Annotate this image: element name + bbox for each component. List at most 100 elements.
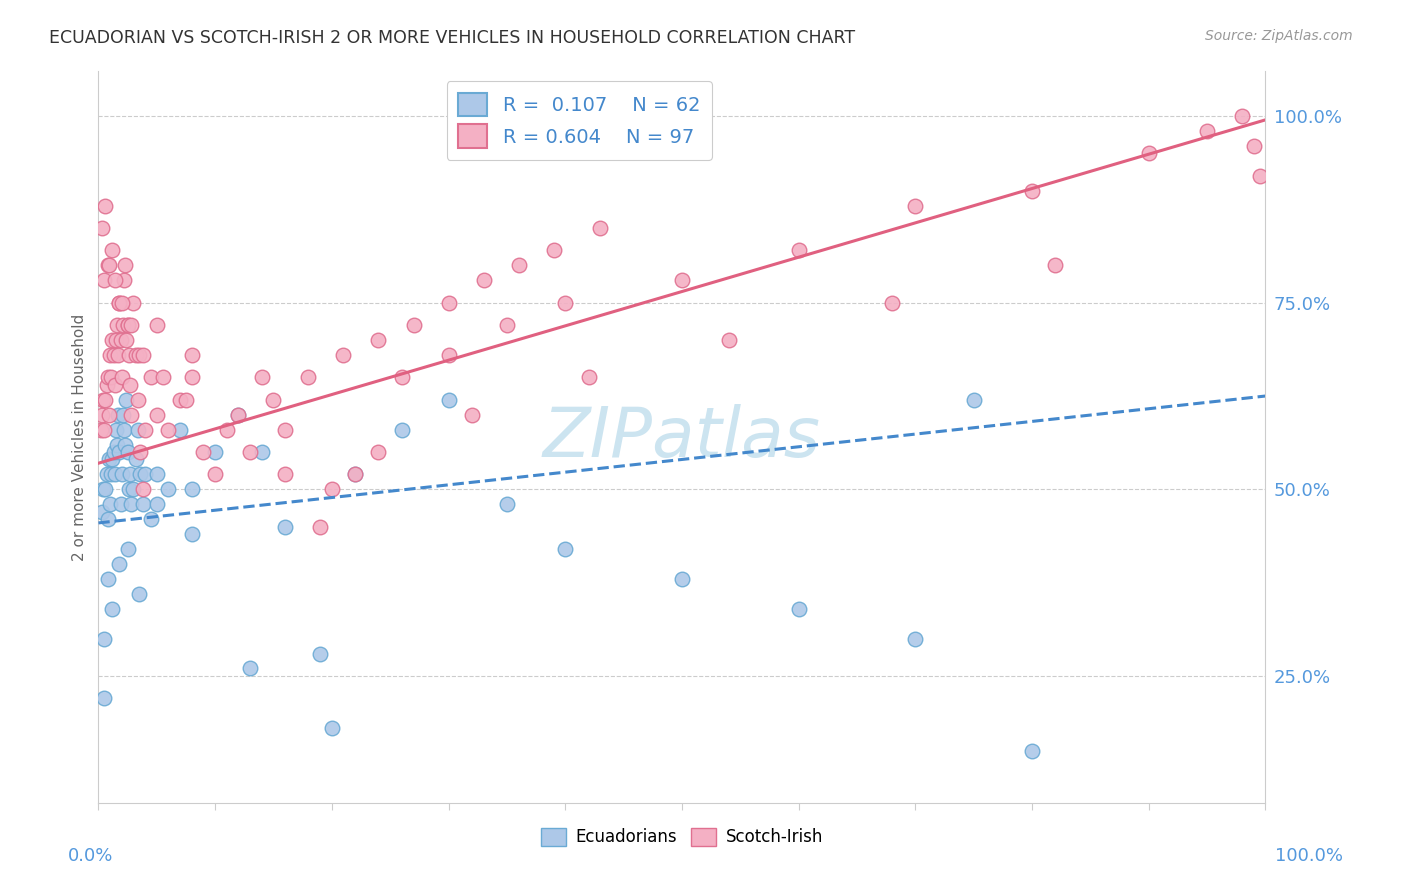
Point [111,318,134,332]
Point [262,392,284,407]
Point [101,333,124,347]
Point [104,377,127,392]
Point [472,273,495,287]
Point [1021,184,1043,198]
Point [297,370,319,384]
Point [93,691,115,706]
Point [111,295,134,310]
Point [496,497,519,511]
Point [787,601,810,615]
Point [402,318,425,332]
Point [309,519,332,533]
Point [97,512,120,526]
Point [169,423,191,437]
Point [128,587,150,601]
Point [90,408,112,422]
Point [437,348,460,362]
Point [111,408,134,422]
Point [193,445,215,459]
Point [104,333,127,347]
Point [97,259,120,273]
Point [91,483,114,497]
Point [117,445,139,459]
Point [97,259,120,273]
Point [108,295,131,310]
Point [118,377,141,392]
Text: ECUADORIAN VS SCOTCH-IRISH 2 OR MORE VEHICLES IN HOUSEHOLD CORRELATION CHART: ECUADORIAN VS SCOTCH-IRISH 2 OR MORE VEH… [49,29,855,46]
Point [274,519,297,533]
Point [1195,124,1218,138]
Point [157,423,180,437]
Point [108,445,131,459]
Point [1045,259,1067,273]
Point [108,295,131,310]
Point [90,505,112,519]
Point [508,259,530,273]
Point [104,273,127,287]
Point [110,497,132,511]
Point [98,497,121,511]
Point [120,318,142,332]
Point [129,467,152,482]
Point [104,467,127,482]
Point [98,348,121,362]
Point [132,483,155,497]
Point [274,467,297,482]
Point [94,199,117,213]
Point [250,445,273,459]
Point [1243,139,1265,153]
Point [461,408,484,422]
Point [228,408,250,422]
Point [880,295,903,310]
Point [96,467,118,482]
Point [115,333,138,347]
Point [787,244,810,258]
Point [128,348,150,362]
Point [204,445,226,459]
Point [180,527,202,541]
Point [1230,109,1253,123]
Text: Source: ZipAtlas.com: Source: ZipAtlas.com [1205,29,1353,43]
Point [90,221,112,235]
Point [114,437,136,451]
Point [101,244,124,258]
Point [97,572,120,586]
Point [104,423,127,437]
Point [204,467,226,482]
Point [120,497,142,511]
Point [117,318,139,332]
Point [215,423,238,437]
Point [146,497,169,511]
Point [96,377,118,392]
Point [391,423,413,437]
Point [309,647,332,661]
Point [321,483,343,497]
Point [146,467,169,482]
Point [108,557,131,571]
Point [1249,169,1271,183]
Point [103,348,125,362]
Point [110,333,132,347]
Point [174,392,197,407]
Point [120,408,142,422]
Point [228,408,250,422]
Point [93,632,115,646]
Point [589,221,612,235]
Point [391,370,413,384]
Point [180,483,202,497]
Point [97,370,120,384]
Point [332,348,354,362]
Point [1137,146,1160,161]
Point [118,467,141,482]
Point [118,348,141,362]
Point [93,423,115,437]
Point [115,392,138,407]
Point [239,445,262,459]
Point [1021,743,1043,757]
Point [180,370,202,384]
Point [344,467,367,482]
Point [122,295,145,310]
Point [105,318,128,332]
Point [239,661,262,675]
Point [157,483,180,497]
